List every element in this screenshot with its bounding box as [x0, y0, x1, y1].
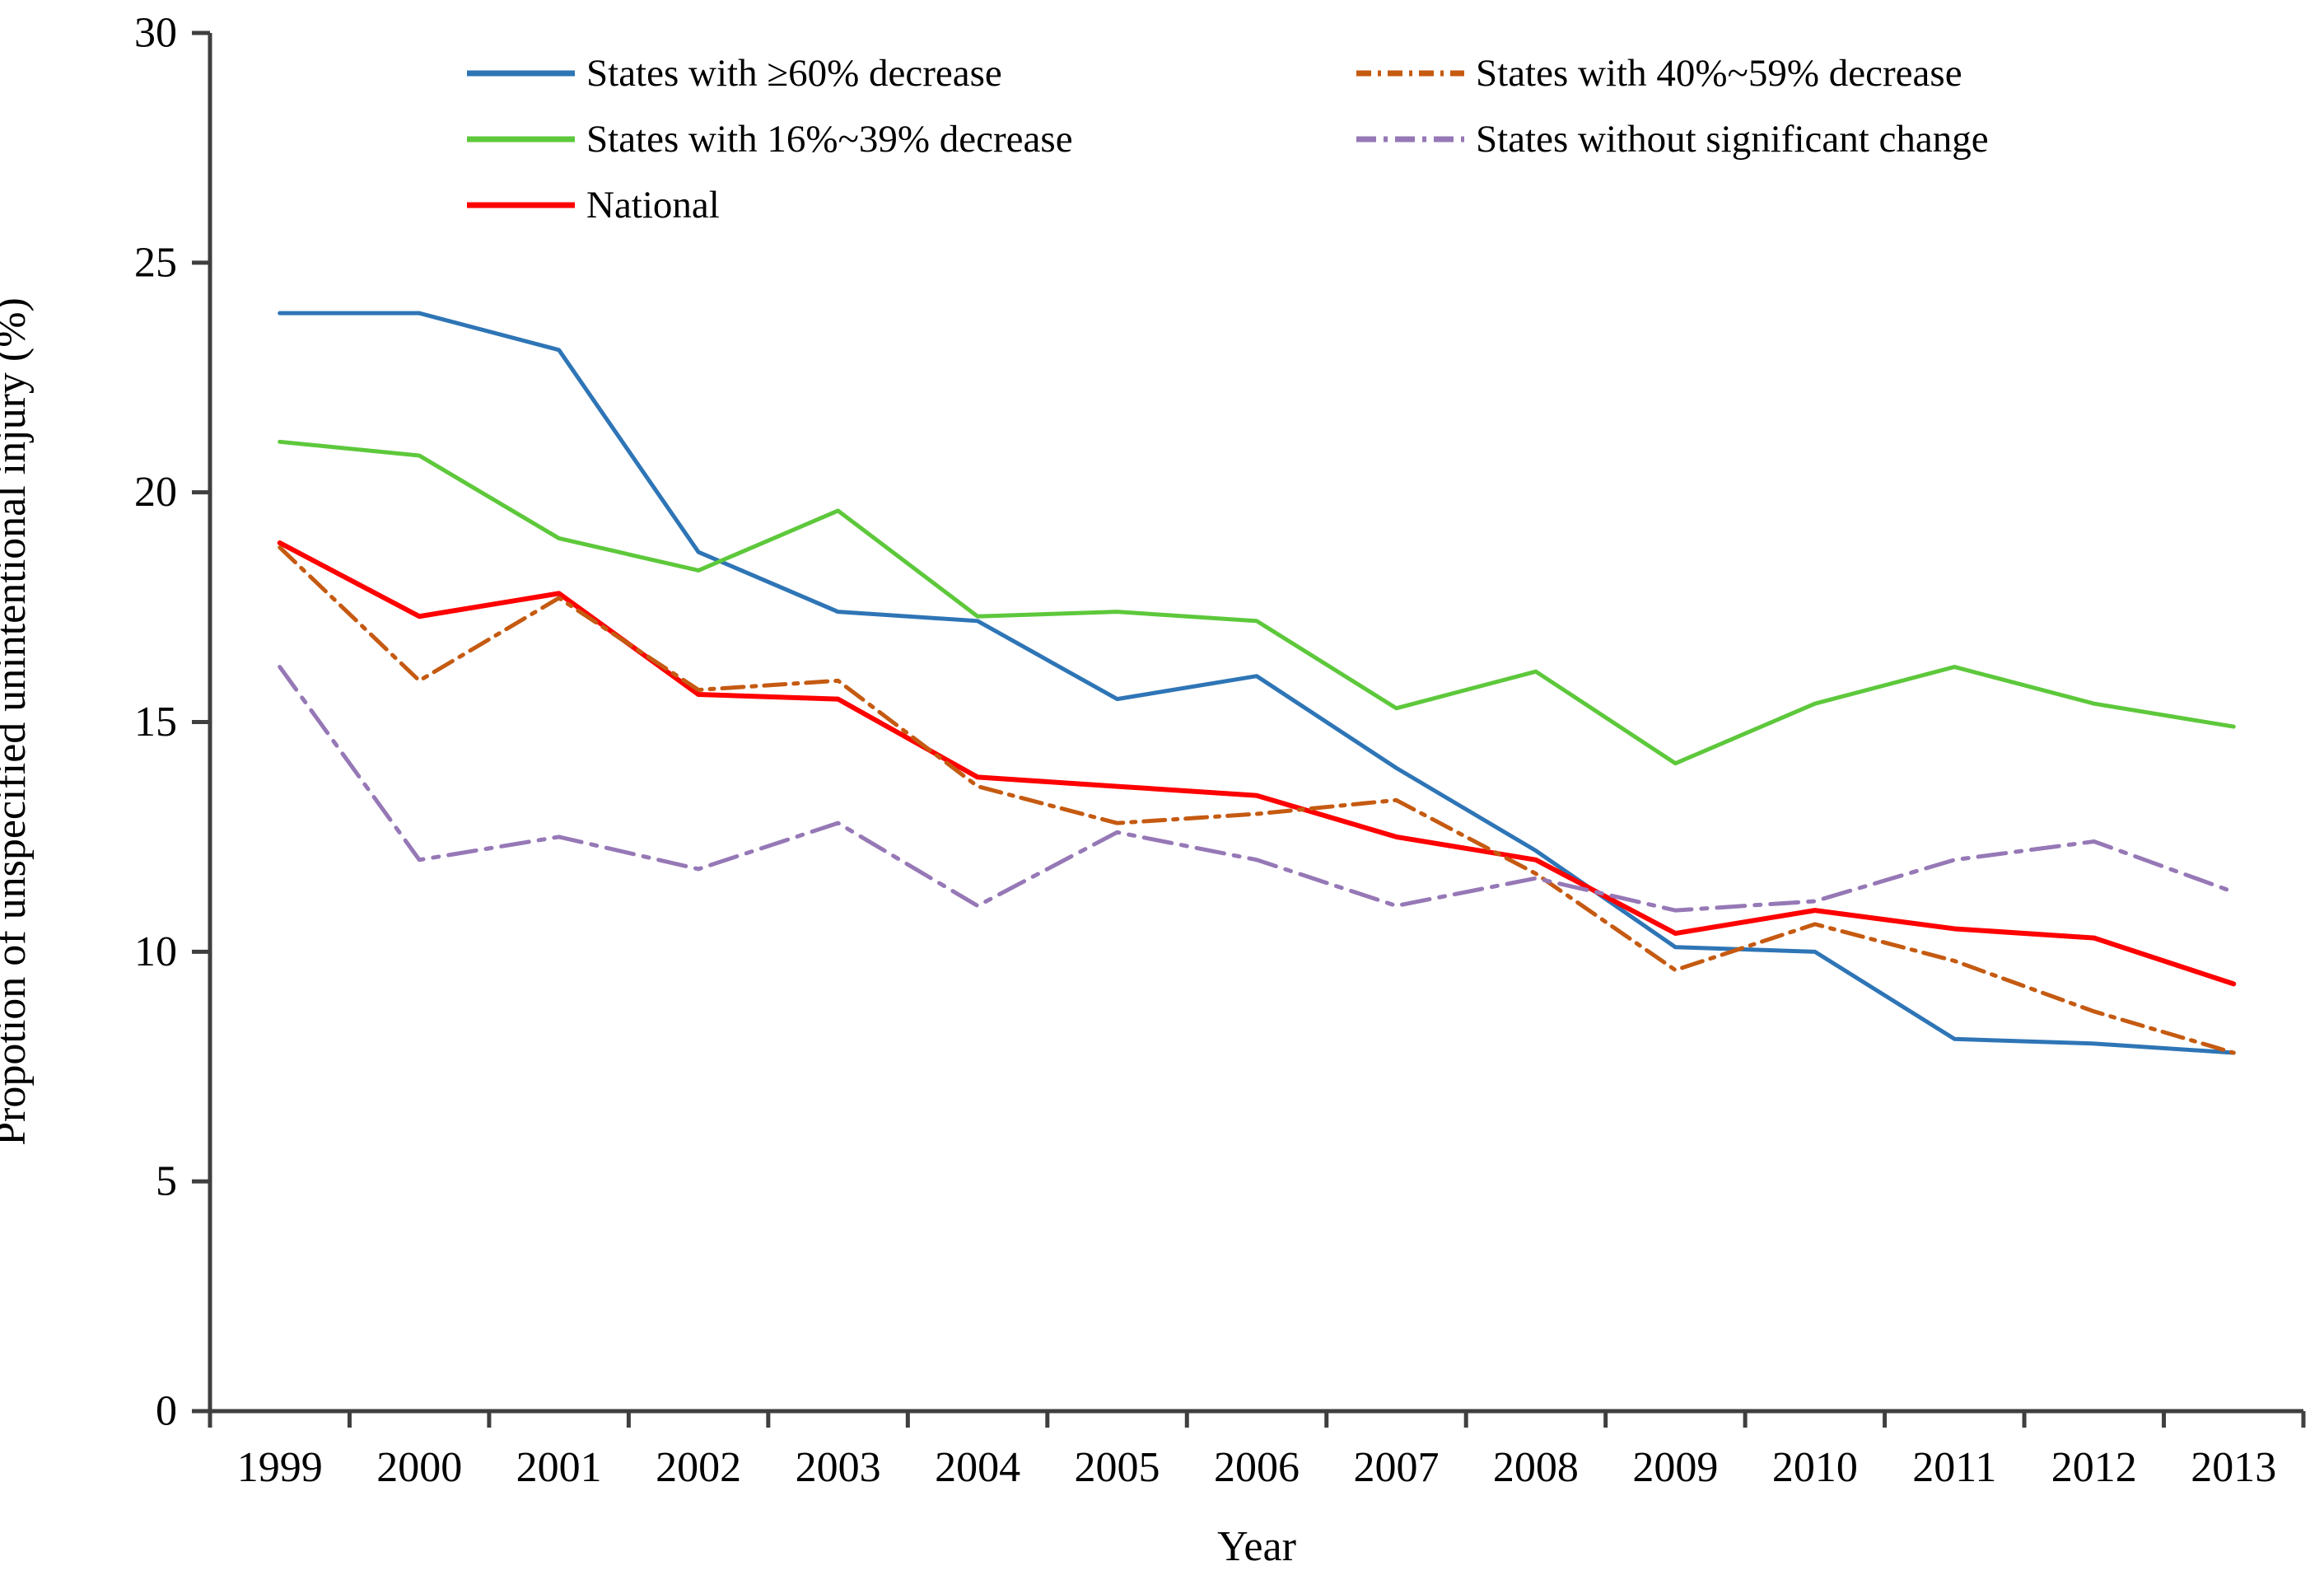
x-tick-label: 2004	[935, 1444, 1020, 1491]
y-tick-label: 15	[134, 699, 177, 746]
y-tick-label: 5	[156, 1158, 177, 1205]
y-tick-label: 25	[134, 239, 177, 286]
y-tick-label: 0	[156, 1388, 177, 1435]
x-tick-label: 2001	[516, 1444, 602, 1491]
y-tick-label: 10	[134, 928, 177, 975]
x-tick-label: 2013	[2191, 1444, 2276, 1491]
x-tick-label: 2009	[1632, 1444, 1718, 1491]
x-tick-label: 2007	[1353, 1444, 1439, 1491]
x-tick-label: 1999	[237, 1444, 323, 1491]
x-tick-label: 2010	[1772, 1444, 1858, 1491]
x-tick-label: 2006	[1214, 1444, 1300, 1491]
series-line-3	[278, 545, 2236, 1055]
series-line-2	[277, 540, 2237, 987]
x-tick-label: 2011	[1912, 1444, 1996, 1491]
series-line-1	[278, 439, 2236, 766]
x-tick-label: 2002	[656, 1444, 741, 1491]
x-tick-label: 2003	[796, 1444, 881, 1491]
x-axis-title: Year	[1217, 1523, 1296, 1570]
y-axis-title: Propotion of unspecified unintentional i…	[0, 297, 35, 1146]
y-tick-label: 20	[134, 469, 177, 516]
x-tick-label: 2000	[376, 1444, 462, 1491]
x-tick-label: 2012	[2051, 1444, 2137, 1491]
x-tick-label: 2005	[1075, 1444, 1160, 1491]
series-line-4	[278, 665, 2236, 913]
series-line-0	[278, 311, 2236, 1055]
y-tick-label: 30	[134, 10, 177, 57]
x-tick-label: 2008	[1493, 1444, 1579, 1491]
